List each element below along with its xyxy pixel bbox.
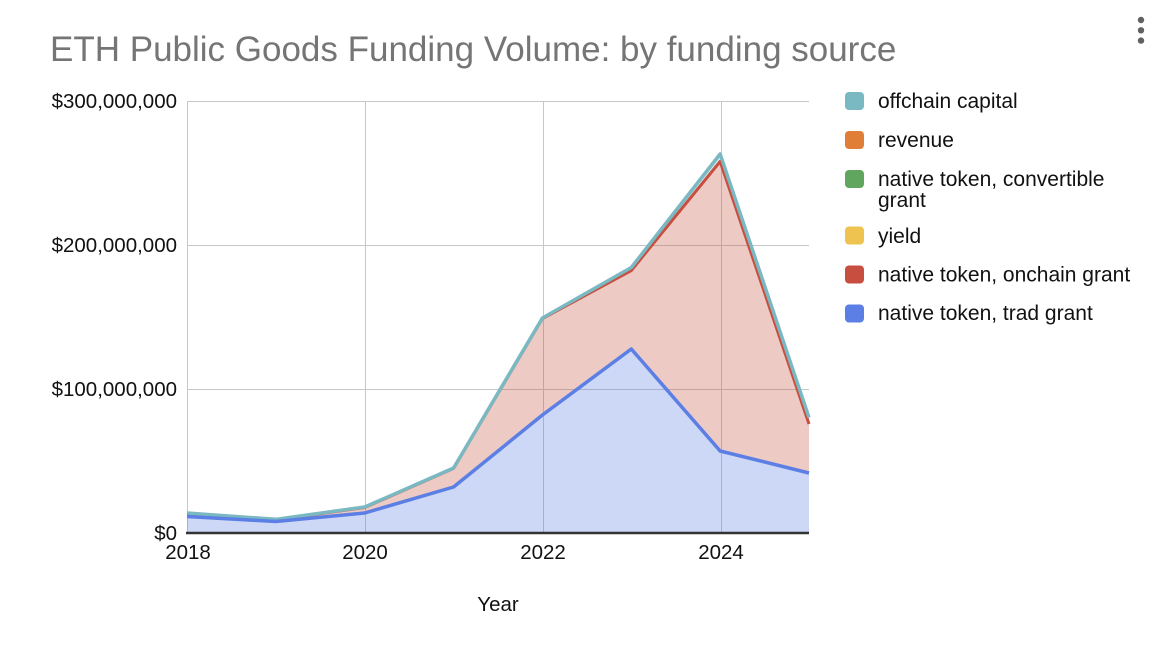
svg-text:offchain capital: offchain capital bbox=[878, 90, 1018, 113]
svg-text:native token, onchain grant: native token, onchain grant bbox=[878, 264, 1130, 287]
svg-text:native token, convertible: native token, convertible bbox=[878, 168, 1104, 191]
svg-text:revenue: revenue bbox=[878, 129, 954, 152]
svg-text:2024: 2024 bbox=[698, 541, 744, 564]
svg-text:grant: grant bbox=[878, 189, 926, 212]
svg-text:$200,000,000: $200,000,000 bbox=[52, 234, 177, 257]
svg-text:$0: $0 bbox=[154, 522, 177, 545]
svg-text:$300,000,000: $300,000,000 bbox=[52, 90, 177, 113]
svg-text:2020: 2020 bbox=[342, 541, 388, 564]
svg-text:2018: 2018 bbox=[165, 541, 211, 564]
svg-text:native token, trad grant: native token, trad grant bbox=[878, 302, 1093, 325]
svg-text:ETH Public Goods Funding Volum: ETH Public Goods Funding Volume: by fund… bbox=[50, 30, 896, 69]
svg-text:2022: 2022 bbox=[520, 541, 566, 564]
svg-text:yield: yield bbox=[878, 225, 921, 248]
svg-text:Year: Year bbox=[477, 593, 519, 616]
svg-text:$100,000,000: $100,000,000 bbox=[52, 378, 177, 401]
